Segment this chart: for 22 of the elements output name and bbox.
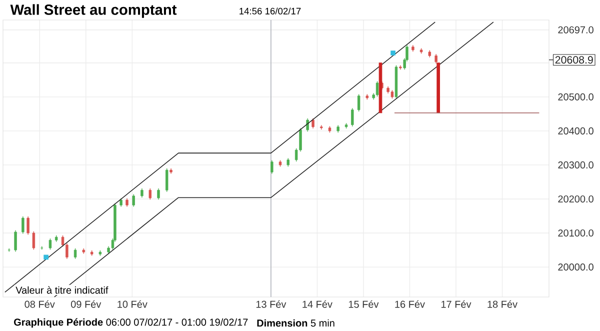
y-tick-label: 20100.0 — [558, 229, 594, 237]
x-tick-label: 18 Fév — [488, 300, 518, 308]
y-tick-label: 20697.0 — [558, 26, 594, 34]
x-tick-label: 15 Fév — [348, 300, 379, 308]
ref-line-label: 20608.9 — [555, 56, 593, 64]
x-tick-label: 13 Fév — [256, 300, 286, 308]
x-tick-label: 16 Fév — [395, 300, 425, 308]
x-tick-label: 08 Fév — [24, 300, 55, 308]
text: Graphique Période 06:00 07/02/17 - 01:00 19/02/17 — [14, 318, 248, 328]
y-tick-label: 20500.0 — [558, 93, 594, 100]
x-tick-label: 14 Fév — [302, 300, 332, 308]
y-tick-label: 20300.0 — [558, 161, 594, 168]
text: Dimension 5 min — [257, 319, 334, 327]
text: 14:56 16/02/17 — [240, 8, 301, 14]
chart-title: Wall Street au comptant — [10, 4, 177, 18]
x-tick-label: 09 Fév — [71, 300, 102, 308]
x-tick-label: 10 Fév — [118, 300, 148, 308]
x-tick-label: 17 Fév — [441, 300, 472, 308]
annotation: Valeur à titre indicatif — [16, 286, 108, 294]
y-tick-label: 20000.0 — [558, 264, 594, 271]
y-tick-label: 20200.0 — [558, 195, 594, 203]
y-tick-label: 20400.0 — [558, 127, 594, 134]
